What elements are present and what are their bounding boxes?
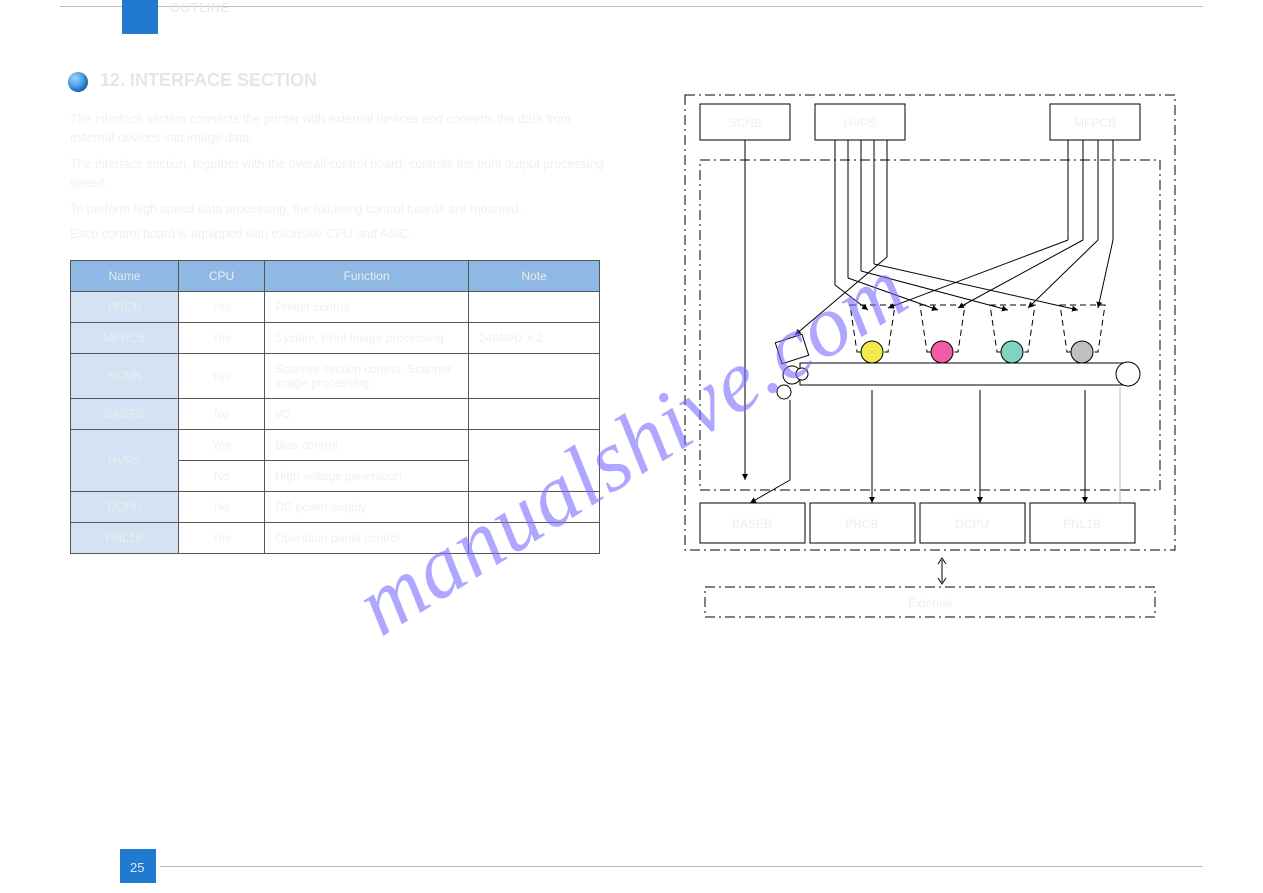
drum-k [1071, 341, 1093, 363]
dcpu-label: DCPU [955, 517, 989, 531]
table-row: PRCB Yes Printer control [71, 292, 600, 323]
bottom-blocks: BASEB PRCB DCPU PNL1B [700, 503, 1135, 543]
drum-m [931, 341, 953, 363]
footer-rule [160, 866, 1203, 867]
table-row: BASEB No I/O [71, 399, 600, 430]
cell-name: PRCB [71, 292, 179, 323]
th-func: Function [265, 261, 469, 292]
cell-note [469, 292, 600, 323]
header-square [122, 0, 158, 34]
table-row: PNL1B Yes Operation panel control [71, 523, 600, 554]
cell-note [469, 523, 600, 554]
top-blocks: SCNB HVPS MFPCB [700, 104, 1140, 140]
hvps-label: HVPS [844, 116, 877, 130]
th-note: Note [469, 261, 600, 292]
cell-note [469, 492, 600, 523]
th-cpu: CPU [179, 261, 265, 292]
cell-cpu: Yes [179, 523, 265, 554]
cell-cpu: Yes [179, 430, 265, 461]
cell-cpu: No [179, 461, 265, 492]
cell-note [469, 399, 600, 430]
cell-note: 240MHz x 2 [469, 323, 600, 354]
cell-cpu: No [179, 492, 265, 523]
section-title: 12. INTERFACE SECTION [100, 70, 317, 91]
cell-cpu: No [179, 399, 265, 430]
cell-func: System, Print image processing [265, 323, 469, 354]
cell-name: DCPU [71, 492, 179, 523]
baseb-label: BASEB [732, 517, 772, 531]
table-row: SCNB Yes Scanner section control, Scanne… [71, 354, 600, 399]
table-header-row: Name CPU Function Note [71, 261, 600, 292]
intro-p1: The interface section connects the print… [70, 110, 610, 149]
table-row: MFPCB Yes System, Print image processing… [71, 323, 600, 354]
mfpcb-label: MFPCB [1074, 116, 1116, 130]
drum-y [861, 341, 883, 363]
intro-p4: Each control board is equipped with excl… [70, 225, 610, 244]
table-row: DCPU No DC power supply [71, 492, 600, 523]
intro-text: The interface section connects the print… [70, 110, 610, 244]
cell-name: SCNB [71, 354, 179, 399]
section-bullet-icon [68, 72, 88, 92]
cell-func: Operation panel control [265, 523, 469, 554]
intro-p2: The interface section, together with the… [70, 155, 610, 194]
cell-func: I/O [265, 399, 469, 430]
intro-p3: To perform high speed data processing, t… [70, 200, 610, 219]
cell-name: PNL1B [71, 523, 179, 554]
cell-name: HVPS [71, 430, 179, 492]
th-name: Name [71, 261, 179, 292]
cell-func: DC power supply [265, 492, 469, 523]
prcb-label: PRCB [845, 517, 878, 531]
cell-cpu: Yes [179, 354, 265, 399]
cell-note [469, 430, 600, 492]
cell-note [469, 354, 600, 399]
block-diagram: SCNB HVPS MFPCB [680, 90, 1180, 630]
diagram-svg: SCNB HVPS MFPCB [680, 90, 1180, 630]
board-table: Name CPU Function Note PRCB Yes Printer … [70, 260, 600, 554]
cell-name: MFPCB [71, 323, 179, 354]
table-row: HVPS Yes Bias control [71, 430, 600, 461]
cell-func: Printer control [265, 292, 469, 323]
cell-func: Scanner section control, Scanner image p… [265, 354, 469, 399]
cell-cpu: Yes [179, 292, 265, 323]
pnl1b-label: PNL1B [1063, 517, 1101, 531]
cell-func: High voltage generation [265, 461, 469, 492]
external-label: External [908, 596, 952, 610]
cell-cpu: Yes [179, 323, 265, 354]
cell-func: Bias control [265, 430, 469, 461]
drum-c [1001, 341, 1023, 363]
header-rule [60, 6, 1203, 7]
header-label: OUTLINE [170, 0, 230, 15]
cell-name: BASEB [71, 399, 179, 430]
scnb-label: SCNB [728, 116, 761, 130]
page-number: 25 [130, 860, 144, 875]
